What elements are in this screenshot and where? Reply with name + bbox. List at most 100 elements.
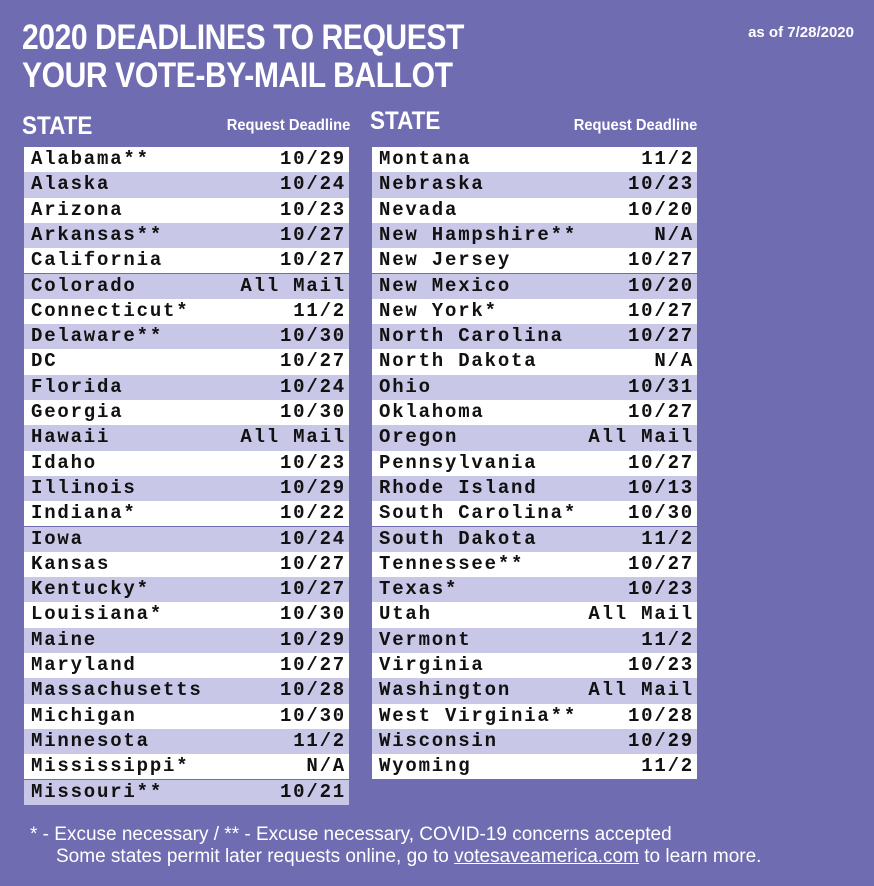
link[interactable]: votesaveamerica.com <box>454 846 639 867</box>
deadline: 10/13 <box>627 476 694 499</box>
state-name: Wyoming <box>379 755 472 778</box>
table-row: Mississippi* N/A <box>24 754 349 780</box>
deadline: All Mail <box>588 679 694 702</box>
deadline: 10/27 <box>627 325 694 348</box>
table-row: Missouri** 10/21 <box>24 779 349 805</box>
state-name: Virginia <box>379 654 485 676</box>
table-row: New Mexico 10/20 <box>372 273 697 299</box>
deadline: 10/27 <box>279 350 346 373</box>
deadline: 11/2 <box>293 299 346 322</box>
table-row: Minnesota 11/2 <box>24 728 349 755</box>
table-row: North Dakota N/A <box>372 349 697 375</box>
table-row: Oregon All Mail <box>372 425 697 451</box>
state-name: Minnesota <box>31 729 150 752</box>
state-name: Missouri** <box>31 780 164 803</box>
deadline: 10/30 <box>279 704 346 727</box>
state-name: Delaware** <box>31 325 164 348</box>
deadline: 10/28 <box>279 679 346 702</box>
table-row: Maine 10/29 <box>24 627 349 653</box>
table-row: Alaska 10/24 <box>24 172 349 198</box>
table-row: Kansas 10/27 <box>24 551 349 578</box>
table-row: Wyoming 11/2 <box>372 754 697 780</box>
table-row: Colorado All Mail <box>24 273 349 299</box>
table-row: Kentucky* 10/27 <box>24 577 349 603</box>
deadline: 10/29 <box>279 476 346 499</box>
note-text: to learn more. <box>644 846 762 867</box>
deadline: 10/24 <box>279 527 346 550</box>
table-row: Louisiana* 10/30 <box>24 602 349 628</box>
state-name: Hawaii <box>31 426 111 449</box>
state-name: South Dakota <box>379 527 538 550</box>
table-row: Washington All Mail <box>372 678 697 704</box>
table-row: Idaho 10/23 <box>24 450 349 476</box>
state-name: Vermont <box>379 628 472 651</box>
deadline: 10/20 <box>627 274 694 297</box>
table-row: New York* 10/27 <box>372 298 697 325</box>
state-name: Kansas <box>31 552 111 575</box>
deadline: 10/24 <box>279 173 346 196</box>
state-name: Nevada <box>379 198 459 221</box>
table-row: South Dakota 11/2 <box>372 526 697 552</box>
deadline: 10/30 <box>279 603 346 626</box>
state-name: Montana <box>379 148 472 170</box>
deadline: 10/27 <box>279 654 346 676</box>
table-row: Tennessee** 10/27 <box>372 551 697 578</box>
state-name: Idaho <box>31 451 98 474</box>
state-name: South Carolina* <box>379 502 578 525</box>
state-name: DC <box>31 350 58 373</box>
state-name: Arkansas** <box>31 223 164 246</box>
table-row: Connecticut* 11/2 <box>24 298 349 325</box>
column-header: STATE <box>370 107 441 135</box>
state-name: New York* <box>379 299 498 322</box>
state-name: Colorado <box>31 274 137 297</box>
deadline: 10/27 <box>279 249 346 272</box>
table-row: New Jersey 10/27 <box>372 248 697 274</box>
deadline: 10/29 <box>279 628 346 651</box>
table-row: Arkansas** 10/27 <box>24 222 349 249</box>
footnote: Some states permit later requests online… <box>56 846 761 868</box>
state-name: Pennsylvania <box>379 451 538 474</box>
state-name: Wisconsin <box>379 729 498 752</box>
state-name: Michigan <box>31 704 137 727</box>
deadline: All Mail <box>240 274 346 297</box>
deadline: 10/20 <box>627 198 694 221</box>
deadline: 10/23 <box>627 173 694 196</box>
title-line: YOUR VOTE-BY-MAIL BALLOT <box>22 56 453 95</box>
state-name: Alabama** <box>31 148 150 170</box>
deadline: 10/23 <box>279 451 346 474</box>
table-row: Texas* 10/23 <box>372 577 697 603</box>
table-row: Virginia 10/23 <box>372 653 697 679</box>
table-row: Nevada 10/20 <box>372 197 697 223</box>
state-name: Georgia <box>31 401 124 423</box>
state-name: Texas* <box>379 578 459 601</box>
state-name: West Virginia** <box>379 704 578 727</box>
column-header: Request Deadline <box>226 117 350 134</box>
table-row: South Carolina* 10/30 <box>372 501 697 527</box>
deadline: 10/23 <box>627 654 694 676</box>
table-row: Wisconsin 10/29 <box>372 728 697 755</box>
state-name: Tennessee** <box>379 552 525 575</box>
state-name: New Hampshire** <box>379 223 578 246</box>
state-name: North Dakota <box>379 350 538 373</box>
state-name: Connecticut* <box>31 299 190 322</box>
deadline: All Mail <box>588 426 694 449</box>
deadline: 10/22 <box>279 502 346 525</box>
table-row: Montana 11/2 <box>372 147 697 173</box>
table-row: Delaware** 10/30 <box>24 324 349 350</box>
table-row: New Hampshire** N/A <box>372 222 697 249</box>
state-name: Kentucky* <box>31 578 150 601</box>
state-name: Alaska <box>31 173 111 196</box>
state-name: New Jersey <box>379 249 512 272</box>
state-name: Oklahoma <box>379 401 485 423</box>
footnote: * - Excuse necessary / ** - Excuse neces… <box>30 824 672 845</box>
deadline: 10/27 <box>627 299 694 322</box>
deadline: 11/2 <box>641 628 694 651</box>
deadline: N/A <box>654 223 694 246</box>
deadline: 10/24 <box>279 375 346 398</box>
table-row: Illinois 10/29 <box>24 475 349 502</box>
deadline: 10/29 <box>627 729 694 752</box>
table-row: DC 10/27 <box>24 349 349 375</box>
deadline: 10/27 <box>627 552 694 575</box>
deadline: 10/27 <box>279 223 346 246</box>
state-name: Maryland <box>31 654 137 676</box>
